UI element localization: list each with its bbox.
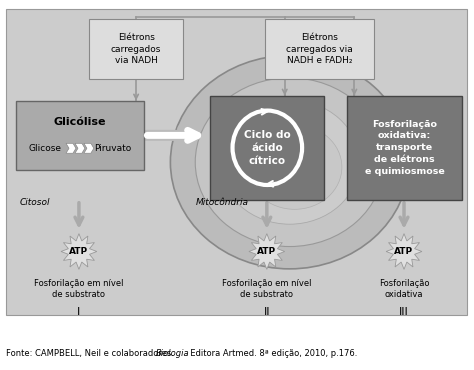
Text: Glicólise: Glicólise xyxy=(54,117,106,128)
Text: Citosol: Citosol xyxy=(19,198,50,207)
FancyBboxPatch shape xyxy=(16,101,144,170)
Text: Mitocôndria: Mitocôndria xyxy=(196,198,249,207)
Text: ATP: ATP xyxy=(257,247,276,256)
Text: Fosforilação
oxidativa: Fosforilação oxidativa xyxy=(379,279,429,299)
Text: III: III xyxy=(399,307,409,317)
FancyBboxPatch shape xyxy=(6,9,466,315)
Text: Glicose: Glicose xyxy=(28,144,61,153)
Ellipse shape xyxy=(220,100,359,224)
FancyBboxPatch shape xyxy=(347,96,462,200)
Ellipse shape xyxy=(170,56,409,269)
Text: Fonte: CAMPBELL, Neil e colaboradores.: Fonte: CAMPBELL, Neil e colaboradores. xyxy=(6,349,177,358)
Text: Ciclo do
ácido
cítrico: Ciclo do ácido cítrico xyxy=(244,130,291,166)
Text: Fosforilação em nível
de substrato: Fosforilação em nível de substrato xyxy=(222,279,311,299)
Text: . Editora Artmed. 8ª edição, 2010, p.176.: . Editora Artmed. 8ª edição, 2010, p.176… xyxy=(185,349,358,358)
Polygon shape xyxy=(84,143,94,153)
Text: Elétrons
carregados via
NADH e FADH₂: Elétrons carregados via NADH e FADH₂ xyxy=(286,33,353,65)
FancyBboxPatch shape xyxy=(89,19,183,79)
Ellipse shape xyxy=(195,78,384,246)
Text: Elétrons
carregados
via NADH: Elétrons carregados via NADH xyxy=(111,33,161,65)
Text: Biologia: Biologia xyxy=(155,349,189,358)
Text: Fosforilação em nível
de substrato: Fosforilação em nível de substrato xyxy=(34,279,124,299)
Polygon shape xyxy=(61,233,97,269)
Text: I: I xyxy=(77,307,81,317)
Polygon shape xyxy=(66,143,76,153)
Text: Fosforilação
oxidativa:
transporte
de elétrons
e quimiosmose: Fosforilação oxidativa: transporte de el… xyxy=(365,120,445,176)
Polygon shape xyxy=(75,143,85,153)
Text: Piruvato: Piruvato xyxy=(94,144,132,153)
Polygon shape xyxy=(249,233,285,269)
Text: ATP: ATP xyxy=(69,247,89,256)
FancyBboxPatch shape xyxy=(210,96,325,200)
Ellipse shape xyxy=(247,125,342,209)
Polygon shape xyxy=(386,233,422,269)
Text: ATP: ATP xyxy=(394,247,414,256)
FancyBboxPatch shape xyxy=(265,19,374,79)
Text: II: II xyxy=(264,307,270,317)
